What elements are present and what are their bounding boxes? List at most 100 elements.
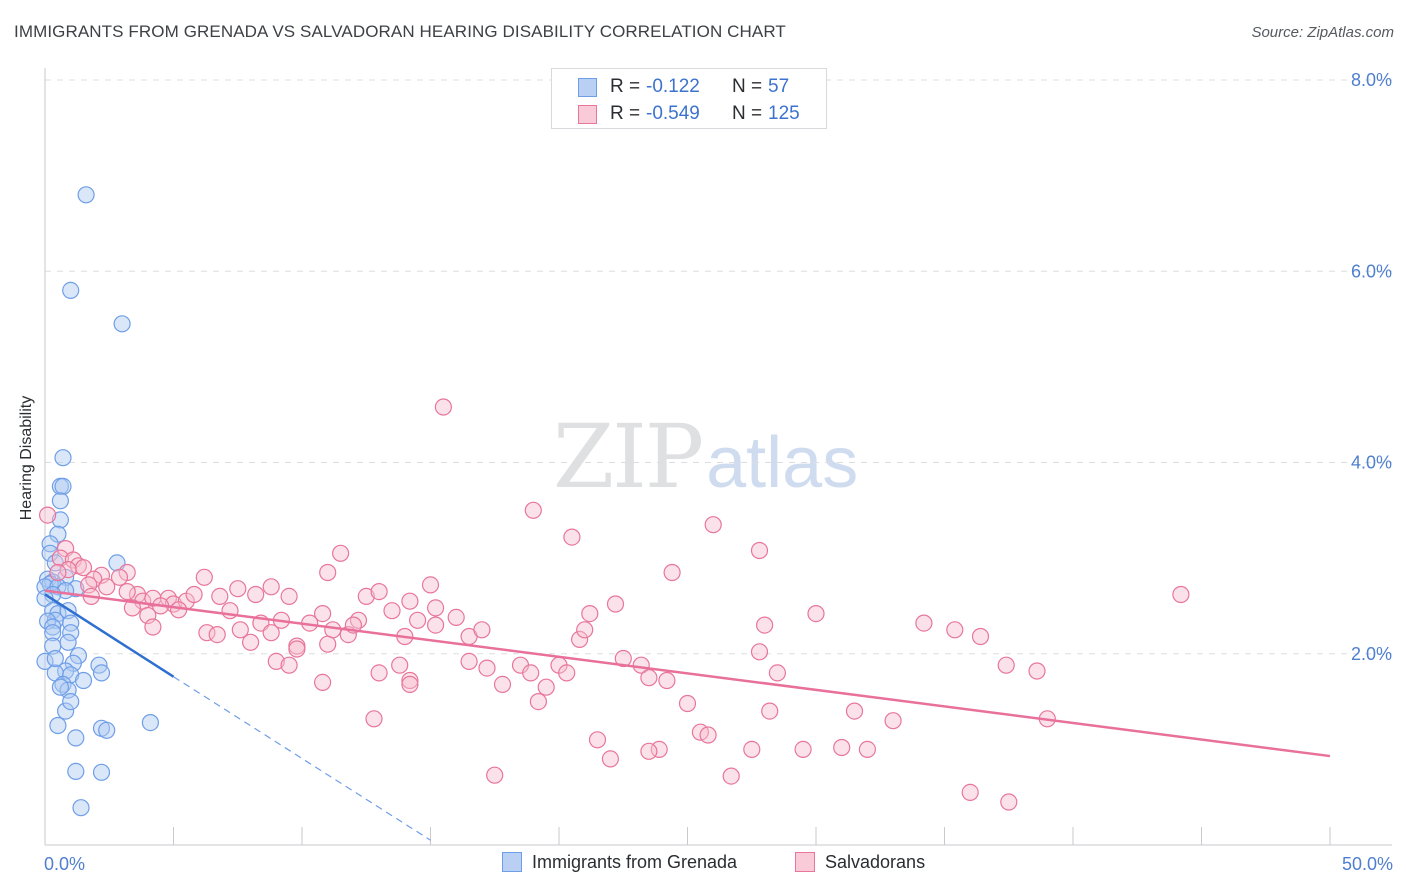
- salvadoran-point: [365, 710, 383, 728]
- salvadoran-point: [195, 568, 213, 586]
- grenada-point: [141, 713, 159, 732]
- salvadoran-point: [1000, 793, 1018, 811]
- legend-item-salvadorans: Salvadorans: [795, 852, 925, 873]
- grenada-point: [41, 544, 59, 562]
- salvadoran-point: [971, 627, 990, 646]
- x-tick-label-start: 0.0%: [44, 854, 85, 874]
- salvadoran-point: [198, 624, 216, 642]
- legend-bottom-swatch-salvadorans: [795, 852, 815, 872]
- correlation-legend: R = -0.122 N = 57 R = -0.549 N = 125: [551, 68, 827, 129]
- salvadoran-point: [663, 563, 681, 582]
- salvadoran-point: [229, 580, 247, 598]
- salvadoran-point: [332, 544, 350, 562]
- salvadoran-point: [858, 740, 877, 759]
- salvadoran-point: [473, 621, 491, 639]
- salvadoran-point: [49, 563, 67, 582]
- salvadoran-point: [486, 766, 504, 784]
- salvadoran-point: [704, 516, 722, 534]
- salvadoran-point: [678, 694, 697, 713]
- salvadoran-point: [650, 740, 668, 759]
- salvadoran-point: [658, 671, 676, 690]
- salvadoran-point: [447, 608, 465, 627]
- salvadoran-point: [961, 783, 979, 802]
- legend-bottom-label-salvadorans: Salvadorans: [825, 852, 926, 872]
- salvadoran-point: [401, 675, 419, 694]
- salvadoran-point: [409, 611, 427, 629]
- salvadoran-point: [370, 664, 388, 682]
- salvadoran-point: [319, 563, 337, 582]
- salvadoran-point: [324, 621, 342, 639]
- grenada-point: [72, 799, 90, 817]
- salvadoran-point: [370, 582, 388, 601]
- salvadoran-point: [768, 664, 787, 682]
- salvadoran-point: [110, 568, 129, 586]
- grenada-point: [44, 624, 62, 642]
- salvadoran-point: [1172, 585, 1190, 604]
- salvadoran-point: [588, 731, 607, 749]
- x-tick-label-end: 50.0%: [1342, 854, 1393, 874]
- salvadoran-point: [401, 592, 419, 610]
- grenada-point: [49, 716, 67, 735]
- axes: [44, 68, 1392, 846]
- grenada-point: [62, 624, 80, 642]
- salvadoran-point: [434, 398, 452, 416]
- grenada-point: [51, 678, 70, 696]
- salvadoran-point: [884, 712, 902, 730]
- series-salvadorans-points: [38, 398, 1190, 811]
- series-grenada-points: [36, 186, 159, 817]
- salvadoran-point: [118, 582, 136, 601]
- salvadorans-trend-line: [44, 589, 1331, 758]
- legend-r-value-grenada: -0.122: [646, 76, 700, 97]
- grenada-point: [98, 721, 116, 739]
- salvadoran-point: [743, 740, 761, 759]
- legend-n-value-grenada: 57: [768, 76, 790, 97]
- salvadoran-point: [208, 625, 226, 644]
- grenada-point: [92, 763, 111, 781]
- salvadoran-point: [750, 541, 769, 560]
- grenada-trend-line: [44, 593, 175, 678]
- salvadoran-point: [427, 616, 445, 634]
- legend-r-label: R =: [610, 103, 641, 124]
- salvadoran-point: [833, 738, 851, 757]
- y-tick-label: 4.0%: [1351, 453, 1392, 473]
- legend-r-value-salvadorans: -0.549: [646, 103, 700, 124]
- grenada-point: [36, 652, 54, 671]
- legend-row-grenada: R = -0.122 N = 57: [552, 74, 826, 100]
- salvadoran-point: [699, 726, 717, 744]
- y-tick-label: 2.0%: [1351, 644, 1392, 664]
- salvadoran-point: [267, 652, 285, 671]
- salvadoran-point: [640, 742, 658, 760]
- grenada-point: [46, 649, 64, 668]
- salvadoran-point: [460, 652, 478, 671]
- salvadoran-point: [242, 633, 260, 651]
- grenada-point: [41, 535, 59, 553]
- grenada-point: [59, 633, 77, 651]
- legend-bottom-label-grenada: Immigrants from Grenada: [532, 852, 738, 872]
- salvadoran-point: [38, 506, 57, 524]
- salvadoran-point: [391, 656, 409, 674]
- salvadoran-point: [319, 635, 337, 653]
- grenada-point: [74, 671, 93, 690]
- salvadoran-point: [614, 649, 632, 668]
- salvadoran-point: [288, 640, 306, 658]
- grenada-point: [54, 449, 72, 467]
- watermark-zip: ZIP: [553, 405, 704, 508]
- salvadoran-point: [123, 599, 141, 617]
- salvadoran-point: [558, 664, 576, 682]
- source-label: Source: ZipAtlas.com: [1251, 24, 1394, 41]
- salvadoran-point: [262, 578, 280, 596]
- salvadoran-point: [750, 643, 769, 661]
- salvadoran-point: [493, 675, 512, 694]
- grid-lines: [45, 79, 1392, 655]
- legend-row-salvadorans: R = -0.549 N = 125: [552, 101, 826, 127]
- salvadoran-point: [576, 621, 594, 639]
- salvadoran-point: [997, 656, 1015, 674]
- salvadoran-point: [478, 659, 496, 677]
- trend-lines: [44, 589, 1331, 841]
- salvadoran-point: [1028, 662, 1046, 680]
- grenada-point: [67, 762, 85, 781]
- legend-n-value-salvadorans: 125: [768, 103, 800, 124]
- salvadoran-point: [262, 624, 280, 642]
- salvadoran-point: [570, 630, 589, 649]
